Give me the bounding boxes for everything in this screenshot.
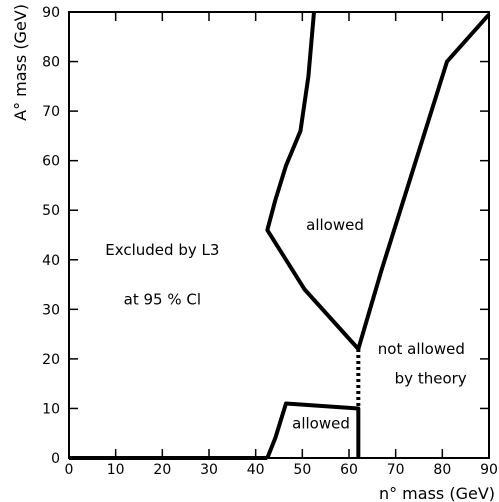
- y-tick-label-0: 0: [51, 451, 60, 467]
- x-tick-label-1: 10: [107, 462, 125, 478]
- x-tick-label-9: 90: [480, 462, 498, 478]
- annotation-5: allowed: [292, 414, 350, 432]
- series-line-0: [265, 11, 491, 351]
- x-tick-label-3: 30: [200, 462, 218, 478]
- annotation-0: allowed: [306, 216, 364, 234]
- x-tick-label-5: 50: [293, 462, 311, 478]
- x-tick-label-4: 40: [247, 462, 265, 478]
- x-tick-label-8: 80: [433, 462, 451, 478]
- x-tick-label-0: 0: [65, 462, 74, 478]
- plot-frame: [68, 11, 490, 459]
- y-tick-label-5: 50: [42, 203, 60, 219]
- annotation-4: by theory: [395, 370, 467, 388]
- x-tick-label-7: 70: [387, 462, 405, 478]
- y-tick-label-1: 10: [42, 401, 60, 417]
- y-tick-label-4: 40: [42, 253, 60, 269]
- x-tick-label-6: 60: [340, 462, 358, 478]
- x-axis-label: n° mass (GeV): [379, 484, 495, 502]
- annotation-2: at 95 % Cl: [124, 290, 201, 308]
- annotation-1: Excluded by L3: [105, 241, 219, 259]
- annotation-3: not allowed: [378, 340, 465, 358]
- annotation-group: allowed Excluded by L3 at 95 % Cl not allow…: [105, 216, 467, 432]
- series-line-2: [265, 401, 361, 459]
- y-tick-label-7: 70: [42, 104, 60, 120]
- y-tick-label-8: 80: [42, 55, 60, 71]
- x-tick-label-2: 20: [153, 462, 171, 478]
- y-axis-label: A° mass (GeV): [11, 4, 30, 121]
- y-tick-label-6: 60: [42, 154, 60, 170]
- series-group: [69, 11, 491, 460]
- axis-ticks: 0 10 20 30 40 50 60 70 80 90 0 10 20 30 40 50 60 70 80 90: [42, 5, 498, 478]
- y-tick-label-9: 90: [42, 5, 60, 21]
- y-tick-label-2: 20: [42, 352, 60, 368]
- y-tick-label-3: 30: [42, 302, 60, 318]
